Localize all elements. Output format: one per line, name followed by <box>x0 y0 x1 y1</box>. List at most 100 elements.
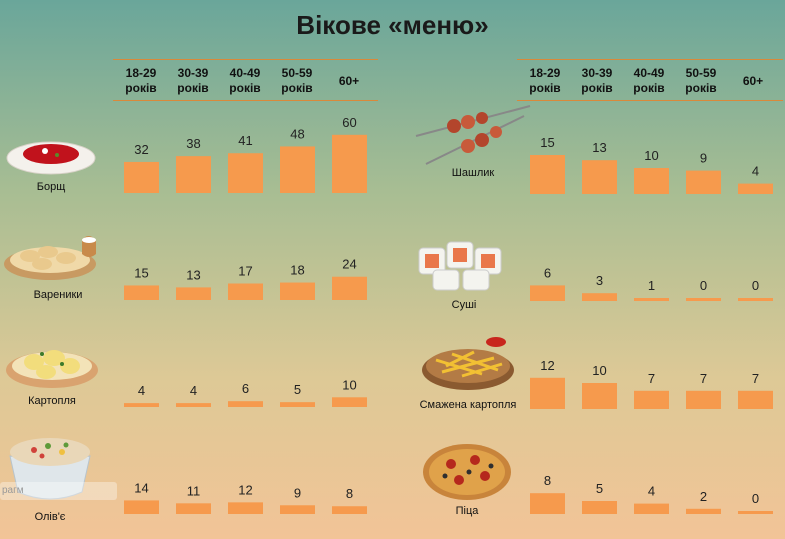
bar <box>124 500 159 514</box>
olivier-salad-bowl-icon <box>9 438 91 500</box>
bar <box>176 287 211 300</box>
bar-value-label: 4 <box>138 383 145 398</box>
bar-value-label: 10 <box>592 363 606 378</box>
bar-value-label: 8 <box>346 486 353 501</box>
age-col-header: 60+ <box>742 74 764 88</box>
bar <box>124 161 159 193</box>
bar <box>228 283 263 300</box>
bar-value-label: 7 <box>648 371 655 386</box>
age-col-header: 18-29 років <box>529 66 561 95</box>
bar-value-label: 10 <box>644 148 658 163</box>
bar-value-label: 41 <box>238 133 252 148</box>
bar <box>228 401 263 407</box>
bar-value-label: 12 <box>238 482 252 497</box>
bar <box>530 377 565 409</box>
bar-value-label: 14 <box>134 480 148 495</box>
bar <box>634 390 669 409</box>
bar-value-label: 9 <box>700 151 707 166</box>
age-col-header: 40-49 років <box>633 66 665 95</box>
food-name: Вареники <box>33 289 83 301</box>
bar <box>582 293 617 301</box>
bar-value-label: 48 <box>290 126 304 141</box>
bar <box>530 285 565 301</box>
bar-value-label: 7 <box>700 371 707 386</box>
bar <box>280 282 315 300</box>
borscht-bowl-icon <box>6 141 96 175</box>
bar-value-label: 7 <box>752 371 759 386</box>
page-title: Вікове «меню» <box>296 10 489 40</box>
food-item: Вареники <box>2 222 114 301</box>
food-item: Смажена картопля <box>412 330 524 411</box>
bar-value-label: 8 <box>544 473 551 488</box>
sushi-rolls-icon <box>418 241 502 291</box>
bar <box>176 156 211 193</box>
food-name: Олів'є <box>34 511 66 523</box>
bar <box>530 493 565 514</box>
bar-value-label: 1 <box>648 278 655 293</box>
food-item: Шашлик <box>412 100 534 179</box>
bar <box>582 501 617 514</box>
age-col-header: 18-29 років <box>125 66 157 95</box>
bar-value-label: 15 <box>540 135 554 150</box>
bar-value-label: 13 <box>186 267 200 282</box>
food-item: Піца <box>415 440 519 517</box>
bar <box>280 402 315 407</box>
bar-value-label: 3 <box>596 273 603 288</box>
bar <box>686 298 721 301</box>
bar <box>634 503 669 514</box>
food-name: Картопля <box>28 395 76 407</box>
bar <box>634 298 669 301</box>
bar <box>176 503 211 514</box>
bar <box>738 390 773 409</box>
bar-value-label: 38 <box>186 136 200 151</box>
bar <box>738 183 773 194</box>
bar-value-label: 6 <box>242 381 249 396</box>
bar <box>176 403 211 407</box>
bar-value-label: 17 <box>238 264 252 279</box>
bar-value-label: 11 <box>187 483 201 498</box>
bar <box>332 506 367 514</box>
bar-value-label: 15 <box>134 265 148 280</box>
bar-value-label: 2 <box>700 489 707 504</box>
age-header-left: 18-29 років 30-39 років 40-49 років 50-59 ро… <box>113 59 378 104</box>
food-item: Картопля <box>2 338 102 407</box>
bar-value-label: 18 <box>290 263 304 278</box>
bar-value-label: 13 <box>592 140 606 155</box>
bar-value-label: 5 <box>596 481 603 496</box>
bar-value-label: 4 <box>752 164 759 179</box>
bar-value-label: 9 <box>294 485 301 500</box>
bar-value-label: 24 <box>342 257 356 272</box>
bar <box>228 502 263 514</box>
bar <box>332 276 367 300</box>
bar <box>332 397 367 407</box>
bar-value-label: 0 <box>752 491 759 506</box>
bar <box>124 403 159 407</box>
bar-value-label: 32 <box>134 142 148 157</box>
bar <box>280 505 315 514</box>
food-name: Суші <box>451 299 477 311</box>
bar <box>634 168 669 194</box>
bar <box>582 160 617 194</box>
bar-value-label: 0 <box>752 278 759 293</box>
age-header-right: 18-29 років 30-39 років 40-49 років 50-59 ро… <box>517 59 783 104</box>
bar-value-label: 4 <box>190 383 197 398</box>
fried-potatoes-icon <box>422 337 514 390</box>
bar <box>686 170 721 194</box>
age-col-header: 50-59 років <box>281 66 313 95</box>
bar-value-label: 10 <box>342 377 356 392</box>
bar-value-label: 5 <box>294 382 301 397</box>
bar <box>332 134 367 193</box>
food-item: Суші <box>413 232 515 311</box>
food-name: Піца <box>455 505 479 517</box>
bar <box>582 383 617 409</box>
bar <box>530 155 565 194</box>
age-col-header: 30-39 років <box>177 66 209 95</box>
bar-value-label: 12 <box>540 358 554 373</box>
age-col-header: 30-39 років <box>581 66 613 95</box>
bar <box>280 146 315 193</box>
age-col-header: 60+ <box>338 74 360 88</box>
bar-value-label: 4 <box>648 484 655 499</box>
food-item: Борщ <box>5 136 97 193</box>
varenyky-plate-icon <box>4 236 96 280</box>
